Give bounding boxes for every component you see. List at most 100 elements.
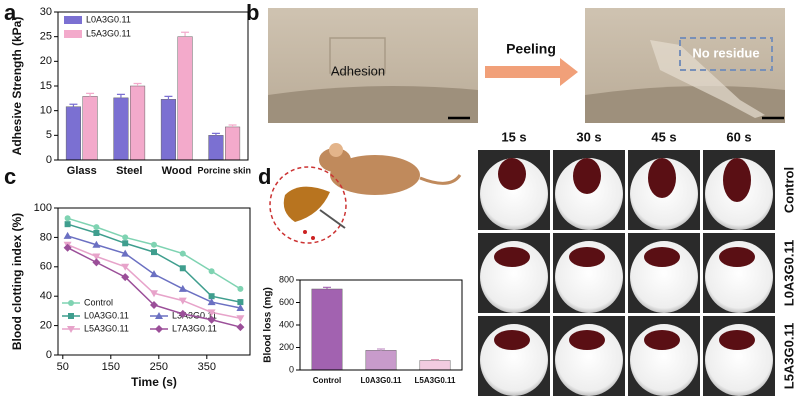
error-bar: [431, 358, 439, 361]
error-bar: [164, 95, 173, 100]
panel-label: c: [4, 164, 16, 189]
photo-shadow: [268, 86, 478, 123]
photo-label: No residue: [692, 45, 759, 60]
time-label: 45 s: [651, 129, 676, 144]
bar: [208, 135, 224, 161]
error-bar: [323, 286, 331, 289]
legend-label: L0A3G0.11: [86, 14, 131, 24]
y-tick-label: 600: [279, 297, 294, 307]
bar: [113, 97, 129, 161]
arrow: [485, 58, 578, 86]
marker: [92, 258, 101, 267]
legend-label: Control: [84, 297, 113, 307]
tissue: [644, 330, 680, 350]
mouse-body: [330, 155, 420, 195]
x-tick-label: Porcine skin: [197, 165, 251, 175]
x-tick-label: Wood: [162, 165, 192, 177]
marker: [64, 221, 71, 228]
legend-swatch: [64, 30, 82, 38]
y-tick-label: 60: [40, 261, 52, 273]
y-tick-label: 25: [40, 31, 52, 43]
y-tick-label: 40: [40, 290, 52, 302]
bar: [419, 360, 451, 371]
marker: [150, 301, 158, 310]
tissue: [569, 330, 605, 350]
y-tick-label: 80: [40, 231, 52, 243]
photo-grid: 15 s 30 s 45 s 60 s Control L0A3G0.11 L5A3G0.1…: [478, 129, 796, 396]
y-tick-label: 30: [40, 6, 52, 18]
x-tick-label: Glass: [67, 165, 97, 177]
bar: [225, 126, 241, 161]
tissue: [494, 330, 530, 350]
time-label: 60 s: [726, 129, 751, 144]
liver: [283, 186, 330, 222]
x-tick-label: 150: [102, 361, 120, 373]
y-tick-label: 15: [40, 80, 52, 92]
blood-drop: [303, 230, 307, 234]
y-axis-label: Blood loss (mg): [263, 287, 274, 363]
photo-shadow: [585, 86, 785, 123]
legend-label: L5A3G0.11: [86, 28, 131, 38]
marker: [151, 241, 157, 248]
y-axis-label: Adhesive Strength (kPa): [10, 17, 24, 156]
mouse-illustration: [269, 143, 462, 244]
tissue: [723, 158, 751, 202]
x-tick-label: 50: [57, 361, 69, 373]
x-tick-label: L5A3G0.11: [415, 376, 456, 385]
error-bar: [377, 348, 385, 351]
marker: [237, 299, 244, 306]
plate: [480, 158, 548, 230]
time-label: 30 s: [576, 129, 601, 144]
mouse-ear: [329, 143, 343, 157]
panel-label: a: [4, 0, 17, 25]
tissue: [719, 330, 755, 350]
x-tick-label: 350: [198, 361, 216, 373]
y-tick-label: 0: [289, 364, 294, 374]
legend-label: L0A3G0.11: [84, 310, 129, 320]
marker: [207, 315, 216, 324]
zoom-circle: [269, 166, 347, 244]
marker: [179, 250, 186, 257]
tissue: [494, 247, 530, 267]
blood-drop: [311, 236, 315, 240]
marker: [92, 240, 101, 248]
marker: [67, 326, 75, 333]
legend-swatch: [64, 16, 82, 24]
panel-label: b: [246, 0, 259, 25]
plot-frame: [57, 207, 251, 356]
tissue: [573, 158, 601, 194]
bar: [177, 36, 193, 161]
error-bar: [228, 124, 237, 127]
marker: [236, 315, 245, 323]
patch: [329, 37, 386, 74]
y-tick-label: 100: [34, 202, 52, 214]
error-bar: [69, 103, 78, 107]
y-tick-label: 10: [40, 105, 52, 117]
panel-b: b Adhesion Peeling No residue: [246, 0, 785, 123]
x-tick-label: Control: [313, 376, 341, 385]
marker: [150, 270, 158, 278]
legend-label: L3A3G0.11: [172, 310, 217, 320]
error-bar: [86, 92, 95, 97]
bar: [65, 106, 81, 161]
marker: [121, 263, 130, 271]
tissue: [569, 247, 605, 267]
legend-label: L5A3G0.11: [84, 323, 129, 333]
bar: [365, 350, 397, 371]
marker: [178, 309, 187, 318]
marker: [68, 300, 74, 306]
marker: [121, 249, 130, 257]
marker: [208, 268, 215, 275]
marker: [178, 297, 187, 305]
marker: [179, 265, 186, 272]
marker: [122, 240, 129, 247]
x-tick-label: Steel: [116, 165, 142, 177]
bar: [311, 288, 343, 371]
row-label: L5A3G0.11: [781, 323, 796, 390]
error-bar: [116, 93, 125, 98]
x-tick-label: L0A3G0.11: [361, 376, 402, 385]
marker: [68, 313, 74, 319]
bar: [82, 96, 98, 161]
plot-frame: [57, 11, 249, 161]
